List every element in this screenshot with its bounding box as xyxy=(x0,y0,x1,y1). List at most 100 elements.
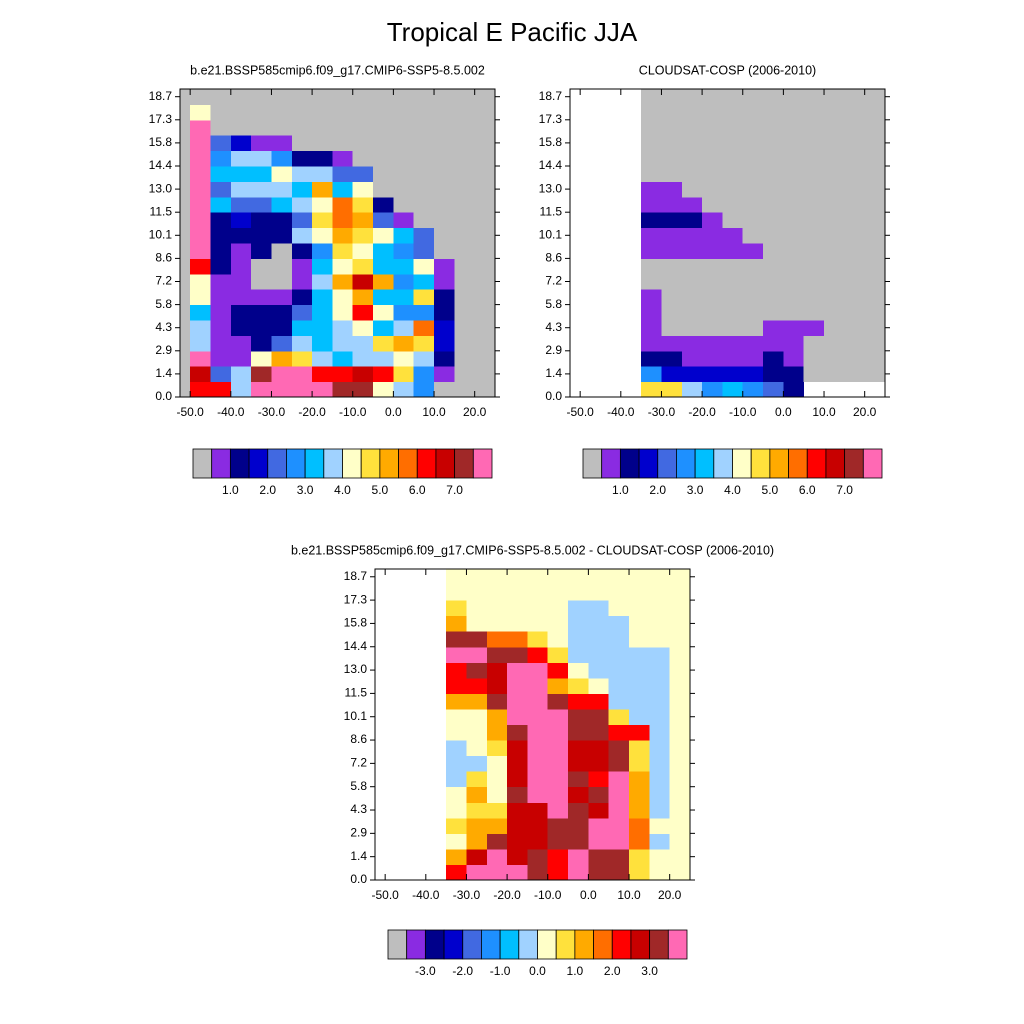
heatmap-cell xyxy=(641,258,662,275)
heatmap-cell xyxy=(641,166,662,182)
heatmap-cell xyxy=(661,366,683,383)
heatmap-cell xyxy=(669,848,691,865)
heatmap-cell xyxy=(271,320,293,336)
heatmap-cell xyxy=(568,631,589,648)
heatmap-cell xyxy=(763,212,784,229)
heatmap-cell xyxy=(864,273,886,290)
heatmap-cell xyxy=(434,335,455,352)
heatmap-cell xyxy=(527,569,549,586)
heatmap-cell xyxy=(629,848,650,865)
heatmap-cell xyxy=(413,89,435,105)
plot-frame xyxy=(179,88,496,398)
heatmap-cell xyxy=(486,740,508,757)
heatmap-cell xyxy=(271,366,293,383)
heatmap-cell xyxy=(629,600,650,617)
heatmap-cell xyxy=(332,273,354,290)
heatmap-cell xyxy=(190,119,211,136)
heatmap-cell xyxy=(210,366,232,383)
heatmap-cell xyxy=(373,335,394,352)
heatmap-cell xyxy=(844,258,866,275)
heatmap-cell xyxy=(608,584,630,601)
heatmap-cell xyxy=(393,196,415,213)
colorbar-label: 2.0 xyxy=(604,964,621,978)
x-tick-label: -30.0 xyxy=(648,405,676,419)
heatmap-cell xyxy=(763,104,784,121)
heatmap-cell xyxy=(864,320,886,336)
heatmap-cell xyxy=(446,600,467,617)
heatmap-cell xyxy=(413,181,435,198)
heatmap-cell xyxy=(547,646,569,663)
heatmap-cell xyxy=(230,119,252,136)
heatmap-cell xyxy=(373,135,394,152)
heatmap-cell xyxy=(251,181,272,198)
heatmap-cell xyxy=(824,335,845,352)
heatmap-cell xyxy=(527,615,549,632)
heatmap-cell xyxy=(742,320,764,336)
heatmap-cell xyxy=(649,631,671,648)
heatmap-cell xyxy=(722,243,744,259)
y-tick-label: 13.0 xyxy=(539,181,563,195)
heatmap-cell xyxy=(413,212,435,229)
heatmap-cell xyxy=(681,304,703,321)
heatmap-cell xyxy=(446,786,467,803)
colorbar-box xyxy=(192,448,213,479)
heatmap-cell xyxy=(608,662,630,679)
colorbar-box xyxy=(499,929,520,960)
heatmap-cell xyxy=(486,584,508,601)
heatmap-cell xyxy=(507,740,528,757)
heatmap-cell xyxy=(230,273,252,290)
x-tick-label: -10.0 xyxy=(339,405,367,419)
colorbar-box xyxy=(750,448,771,479)
heatmap-cell xyxy=(446,817,467,834)
plot-frame xyxy=(374,568,691,881)
heatmap-cell xyxy=(373,181,394,198)
heatmap-cell xyxy=(588,864,610,881)
heatmap-cell xyxy=(393,273,415,290)
heatmap-cell xyxy=(527,693,549,710)
y-tick-label: 5.8 xyxy=(155,297,172,311)
heatmap-cell xyxy=(722,135,744,152)
heatmap-cell xyxy=(474,196,496,213)
heatmap-cell xyxy=(783,366,805,383)
heatmap-cell xyxy=(230,243,252,259)
heatmap-cell xyxy=(251,304,272,321)
heatmap-cell xyxy=(352,289,374,306)
heatmap-cell xyxy=(413,104,435,121)
heatmap-cell xyxy=(568,693,589,710)
heatmap-cell xyxy=(251,196,272,213)
heatmap-cell xyxy=(332,258,354,275)
x-tick-label: -30.0 xyxy=(258,405,286,419)
colorbar-label: 7.0 xyxy=(446,483,463,497)
heatmap-cell xyxy=(669,833,691,850)
heatmap-cell xyxy=(702,335,723,352)
y-tick-label: 17.3 xyxy=(149,112,173,126)
colorbar-label: -2.0 xyxy=(452,964,473,978)
heatmap-cell xyxy=(271,181,293,198)
heatmap-cell xyxy=(190,135,211,152)
heatmap-cell xyxy=(230,89,252,105)
heatmap-cell xyxy=(210,181,232,198)
colorbar-box xyxy=(806,448,827,479)
heatmap-cell xyxy=(393,381,415,398)
heatmap-cell xyxy=(608,693,630,710)
heatmap-cell xyxy=(629,771,650,788)
heatmap-cell xyxy=(507,646,528,663)
heatmap-cell xyxy=(629,817,650,834)
heatmap-cell xyxy=(271,304,293,321)
heatmap-cell xyxy=(803,135,825,152)
heatmap-cell xyxy=(332,335,354,352)
heatmap-cell xyxy=(702,320,723,336)
colorbar-box xyxy=(416,448,437,479)
heatmap-cell xyxy=(434,166,455,182)
heatmap-cell xyxy=(230,320,252,336)
heatmap-cell xyxy=(547,662,569,679)
heatmap-cell xyxy=(352,304,374,321)
heatmap-cell xyxy=(864,243,886,259)
y-tick-label: 2.9 xyxy=(350,826,367,840)
heatmap-cell xyxy=(669,615,691,632)
heatmap-cell xyxy=(527,833,549,850)
heatmap-cell xyxy=(507,569,528,586)
heatmap-cell xyxy=(507,631,528,648)
heatmap-cell xyxy=(608,631,630,648)
